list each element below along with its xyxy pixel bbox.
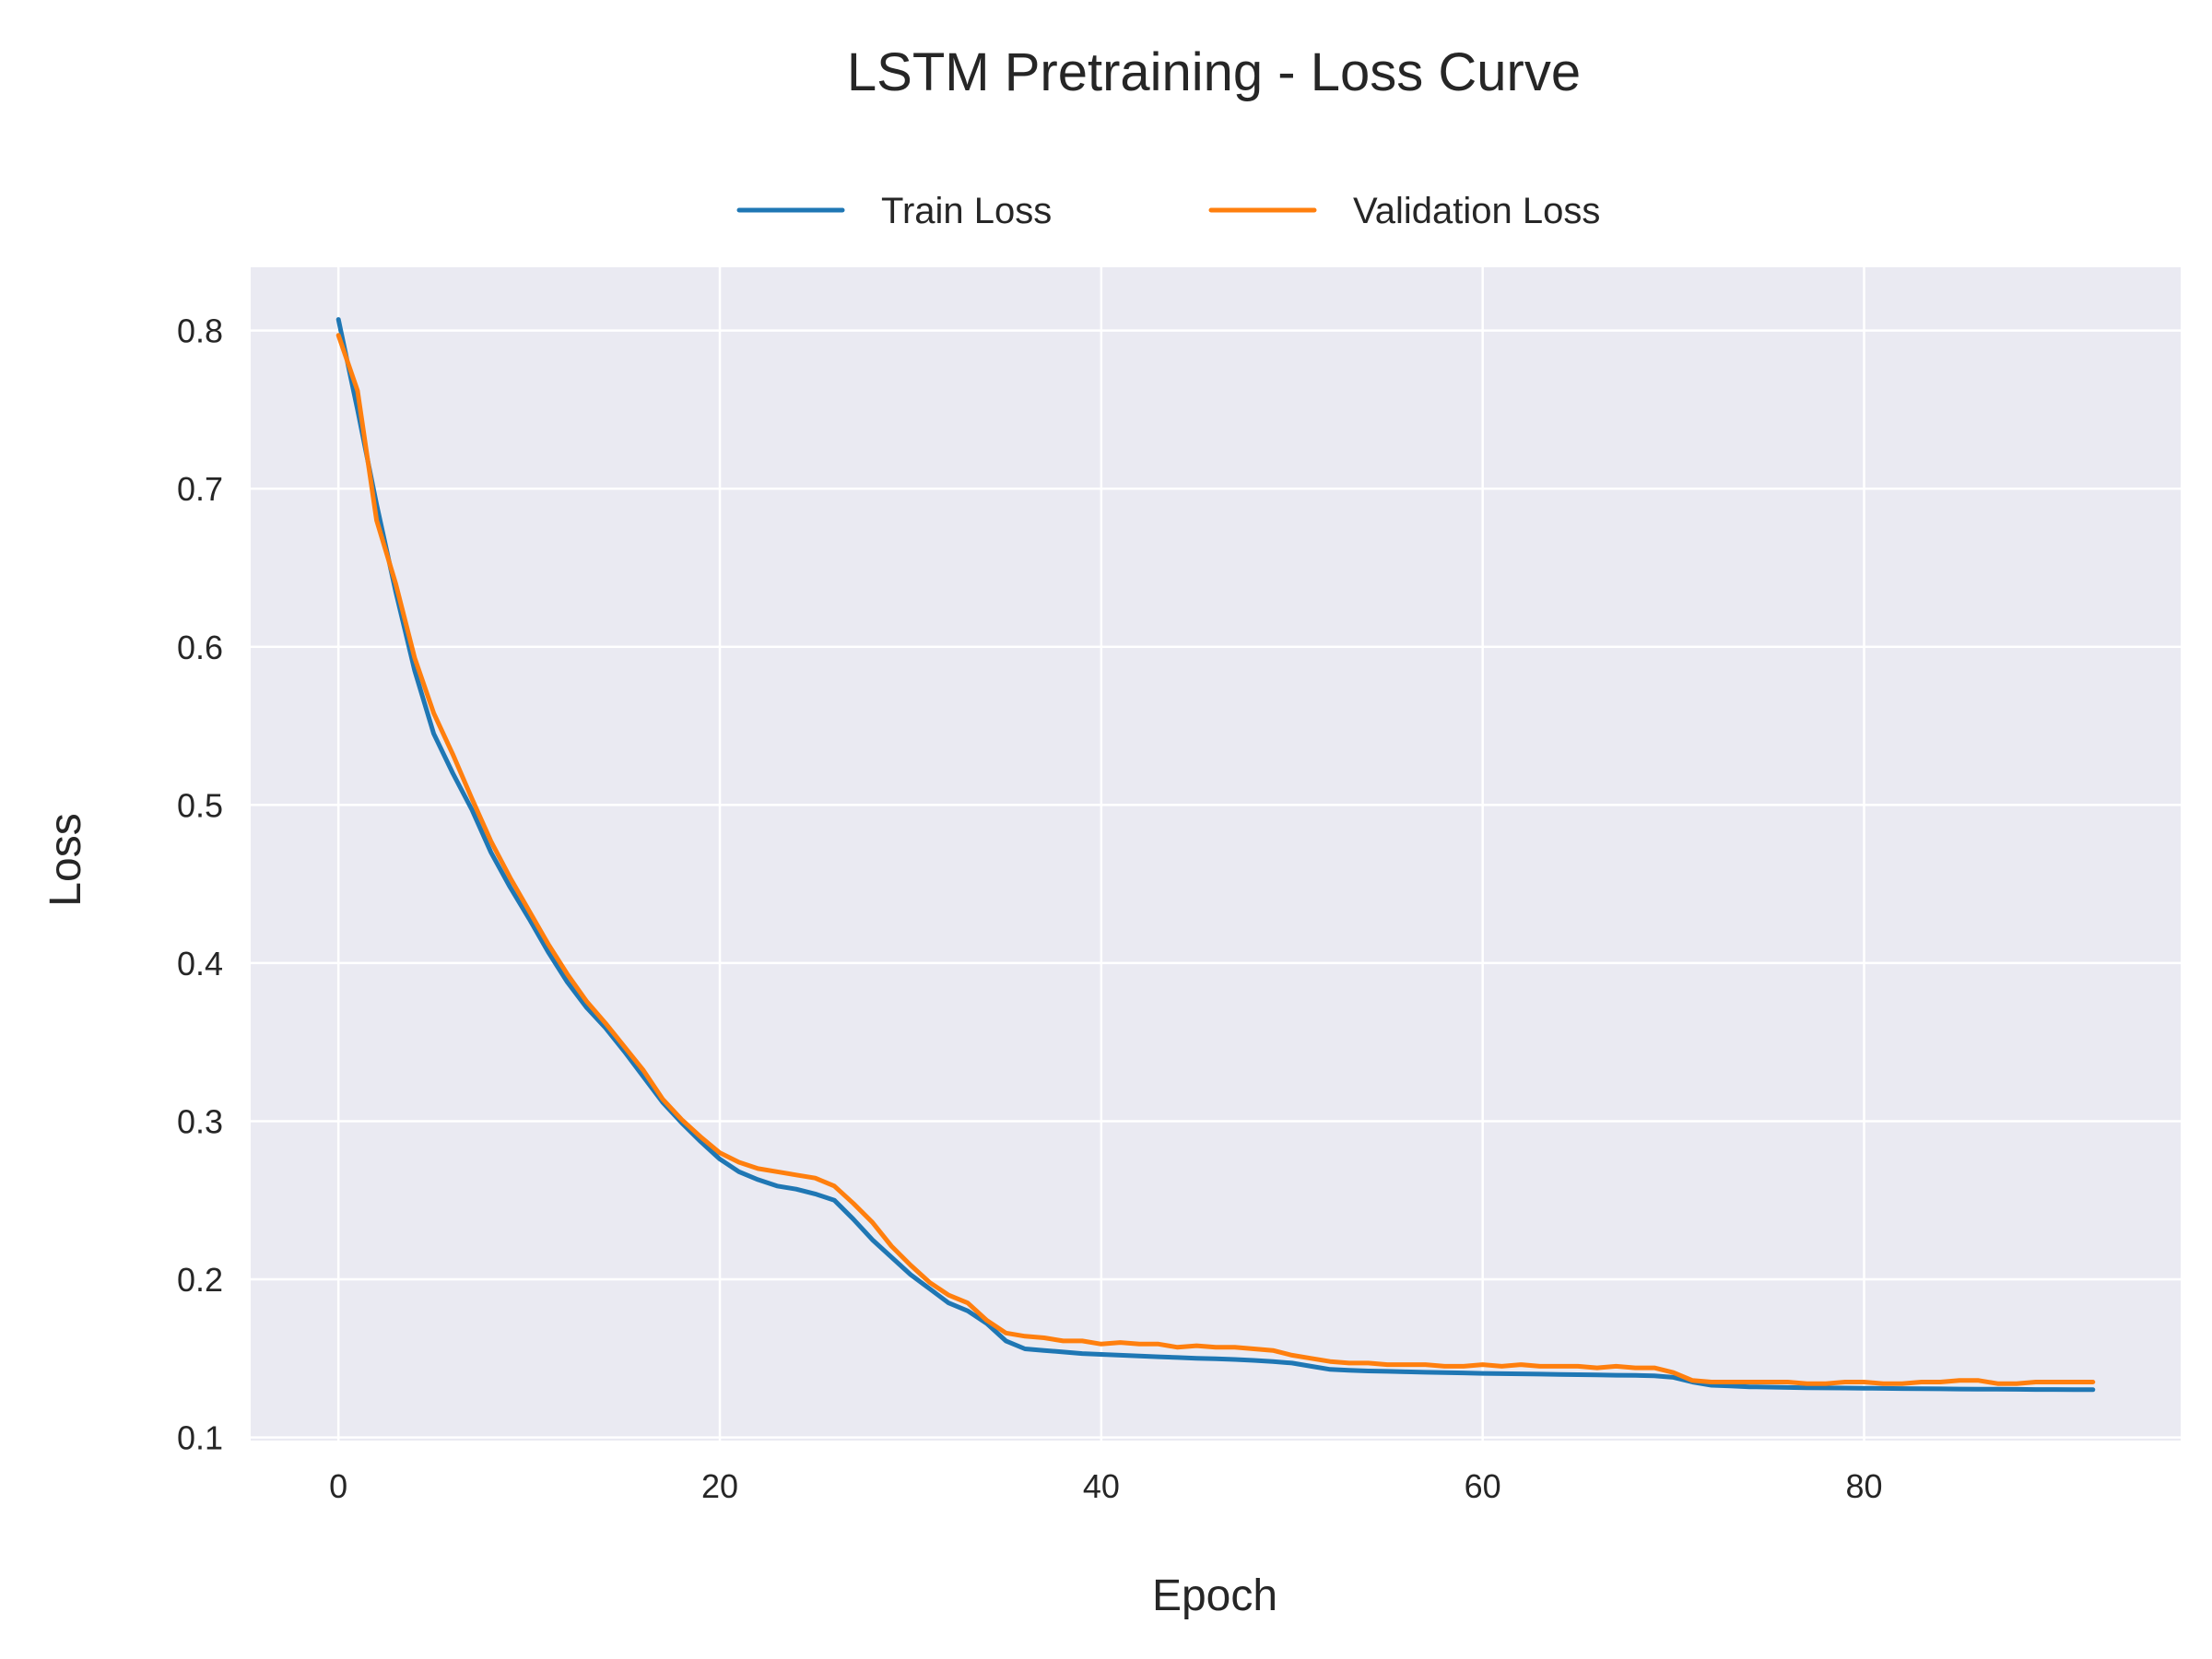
- y-tick-label: 0.6: [177, 629, 223, 666]
- chart-title: LSTM Pretraining - Loss Curve: [847, 42, 1581, 102]
- y-tick-label: 0.2: [177, 1261, 223, 1299]
- series-line-train-loss: [335, 317, 2096, 1393]
- series-layer: [335, 317, 2096, 1393]
- tick-labels: 0 20 40 60 80 0.1 0.2 0.3 0.4 0.5 0.6 0.7 0.8: [177, 312, 1883, 1505]
- x-tick-label: 40: [1083, 1467, 1120, 1505]
- y-tick-label: 0.7: [177, 470, 223, 508]
- y-tick-label: 0.5: [177, 786, 223, 824]
- x-tick-label: 0: [329, 1467, 347, 1505]
- y-tick-label: 0.8: [177, 312, 223, 350]
- x-tick-label: 80: [1845, 1467, 1882, 1505]
- x-tick-label: 20: [701, 1467, 738, 1505]
- y-tick-label: 0.4: [177, 945, 223, 982]
- series-line-validation-loss: [335, 333, 2096, 1386]
- y-axis-label: Loss: [41, 813, 90, 906]
- x-axis-label: Epoch: [1152, 1571, 1277, 1620]
- legend: Train Loss Validation Loss: [736, 191, 1600, 231]
- plot-area: [251, 267, 2181, 1441]
- grid-lines: [251, 267, 2181, 1441]
- legend-label-validation-loss: Validation Loss: [1353, 191, 1600, 231]
- x-tick-label: 60: [1465, 1467, 1501, 1505]
- y-tick-label: 0.1: [177, 1419, 223, 1457]
- legend-label-train-loss: Train Loss: [881, 191, 1052, 231]
- y-tick-label: 0.3: [177, 1102, 223, 1140]
